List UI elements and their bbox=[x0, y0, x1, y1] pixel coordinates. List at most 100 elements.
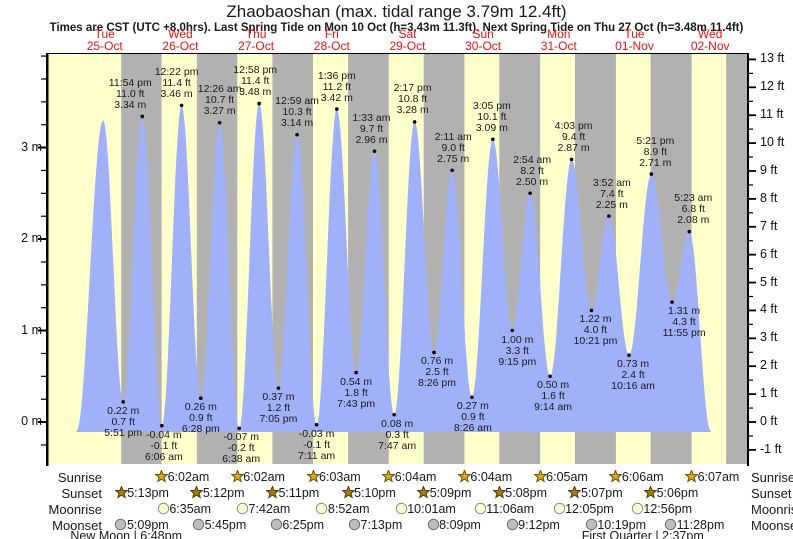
sunrise-icon bbox=[305, 468, 321, 488]
tide-extreme-dot bbox=[199, 396, 203, 401]
tide-extreme-dot bbox=[121, 400, 126, 404]
tide-extreme-dot bbox=[257, 101, 261, 106]
row-label-moonrise-right: Moonrise bbox=[751, 502, 793, 517]
tide-label-line: 2.96 m bbox=[355, 133, 388, 146]
y-axis-label-right: 1 ft bbox=[760, 386, 778, 401]
y-tick-right bbox=[749, 197, 756, 200]
y-axis-label-right: -1 ft bbox=[760, 441, 782, 456]
y-tick-left bbox=[41, 78, 46, 80]
tide-label-line: 0.37 m bbox=[262, 391, 295, 404]
tide-label-line: 5:21 pm bbox=[636, 134, 675, 147]
tide-label-line: 3.3 ft bbox=[505, 344, 529, 357]
tide-extreme-dot bbox=[295, 132, 299, 137]
tide-label-line: 3:52 am bbox=[592, 176, 631, 189]
row-label-sunset-right: Sunset bbox=[751, 486, 792, 501]
tide-extreme-dot bbox=[548, 374, 552, 379]
sunrise-icon bbox=[608, 468, 624, 488]
moonrise-icon bbox=[157, 502, 170, 520]
sunset-icon bbox=[492, 484, 507, 504]
y-axis-right bbox=[747, 53, 749, 466]
tide-label-line: 5:51 pm bbox=[104, 426, 143, 439]
tide-label-line: -0.03 m bbox=[298, 427, 335, 440]
y-tick-right bbox=[749, 170, 756, 172]
tide-label-line: 12:26 am bbox=[197, 83, 242, 96]
tide-label-line: 12:22 pm bbox=[154, 65, 199, 78]
sunrise-icon bbox=[230, 468, 245, 488]
sunset-icon bbox=[643, 484, 658, 504]
moonrise-time: 8:52am bbox=[327, 502, 370, 516]
y-axis-label-right: 12 ft bbox=[760, 79, 785, 94]
y-tick-right bbox=[749, 86, 756, 89]
y-tick-right bbox=[749, 142, 756, 144]
y-tick-right bbox=[749, 365, 756, 368]
tide-label-line: 12:58 pm bbox=[233, 64, 278, 77]
tide-extreme-dot bbox=[372, 149, 377, 153]
tide-label-line: 2.08 m bbox=[677, 214, 710, 227]
y-axis-label-right: 3 ft bbox=[760, 330, 778, 345]
tide-high-label: 1:33 am 9.7 ft 2.96 m bbox=[353, 112, 391, 146]
sunrise-icon bbox=[532, 468, 548, 488]
y-tick-right bbox=[749, 337, 756, 340]
tide-label-line: 4.0 ft bbox=[583, 324, 608, 337]
tide-label-line: 0.9 ft bbox=[189, 412, 213, 425]
tide-label-line: 9.4 ft bbox=[561, 130, 586, 143]
tide-low-label: 0.73 m 2.4 ft 10:16 am bbox=[611, 359, 655, 392]
day-label-date: 27-Oct bbox=[238, 39, 275, 53]
tide-label-line: 7:05 pm bbox=[259, 413, 298, 426]
y-axis-label-right: 9 ft bbox=[760, 162, 778, 177]
y-tick-right bbox=[749, 448, 756, 451]
moonset-icon bbox=[427, 518, 440, 536]
y-axis-label-right: 2 ft bbox=[760, 358, 778, 373]
y-tick-left bbox=[41, 55, 46, 57]
sunrise-icon bbox=[684, 468, 699, 488]
y-tick-right-minor bbox=[749, 212, 753, 214]
sunrise-time: 6:06am bbox=[621, 470, 664, 484]
tide-label-line: 4.3 ft bbox=[672, 316, 696, 329]
tide-label-line: 2.71 m bbox=[639, 156, 672, 169]
y-tick-left bbox=[38, 146, 46, 149]
tide-low-label: -0.04 m -0.1 ft 6:06 am bbox=[145, 429, 183, 463]
y-tick-left bbox=[38, 238, 46, 240]
sunrise-time: 6:07am bbox=[697, 470, 740, 484]
y-tick-left bbox=[41, 101, 46, 103]
tide-label-line: 9.7 ft bbox=[359, 122, 384, 135]
tide-label-line: 7:43 pm bbox=[337, 397, 376, 410]
tide-low-label: 0.08 m 0.3 ft 7:47 am bbox=[378, 418, 416, 452]
y-tick-right bbox=[749, 253, 756, 256]
tide-extreme-dot bbox=[160, 423, 164, 428]
tide-label-line: 0.22 m bbox=[107, 404, 140, 417]
y-tick-right-minor bbox=[749, 72, 753, 74]
day-label-weekday: Sun bbox=[472, 27, 494, 41]
y-tick-right bbox=[749, 281, 756, 284]
y-tick-right-minor bbox=[749, 295, 753, 298]
tide-low-label: -0.07 m -0.2 ft 6:38 am bbox=[222, 432, 260, 465]
y-tick-right bbox=[749, 421, 756, 423]
tide-label-line: 11:55 pm bbox=[662, 327, 706, 340]
y-axis-label-left: 3 m bbox=[21, 139, 42, 154]
sunrise-icon bbox=[154, 468, 169, 488]
y-tick-right-minor bbox=[749, 268, 753, 270]
moonrise-icon bbox=[236, 502, 249, 520]
tide-extreme-dot bbox=[528, 191, 532, 196]
y-tick-left bbox=[38, 421, 46, 423]
row-label-sunset-left: Sunset bbox=[61, 486, 102, 501]
subtitle: Times are CST (UTC +8.0hrs). Last Spring… bbox=[49, 22, 744, 34]
sunrise-time: 6:02am bbox=[167, 470, 210, 484]
tide-label-line: 3.34 m bbox=[114, 98, 147, 111]
tide-label-line: 3.27 m bbox=[203, 105, 236, 118]
y-tick-left bbox=[41, 444, 46, 446]
tide-extreme-dot bbox=[450, 168, 454, 173]
tide-high-label: 12:59 am 10.3 ft 3.14 m bbox=[275, 96, 319, 129]
day-label-date: 31-Oct bbox=[540, 39, 577, 53]
night-band bbox=[726, 53, 748, 464]
tide-extreme-dot bbox=[237, 426, 241, 431]
moonset-icon bbox=[192, 518, 205, 536]
sunset-time: 5:09pm bbox=[429, 486, 472, 500]
y-tick-right bbox=[749, 309, 756, 312]
tide-high-label: 12:58 pm 11.4 ft 3.48 m bbox=[233, 65, 277, 98]
tide-label-line: 2:17 pm bbox=[393, 82, 432, 95]
tide-label-line: 1.00 m bbox=[501, 333, 534, 346]
tide-label-line: 0.54 m bbox=[340, 375, 373, 388]
tide-label-line: 0.50 m bbox=[537, 379, 570, 392]
